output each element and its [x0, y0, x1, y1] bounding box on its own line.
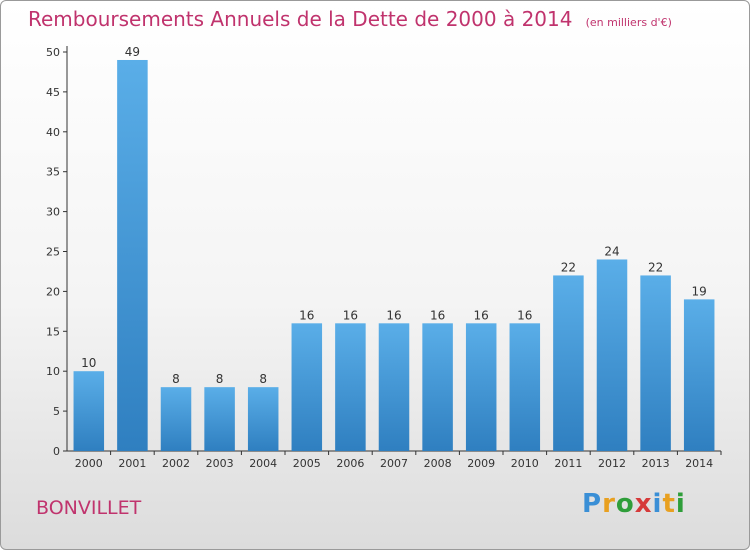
bar-value-label: 16 [343, 308, 358, 322]
bar-value-label: 22 [561, 260, 576, 274]
bar-value-label: 22 [648, 260, 663, 274]
y-tick-label: 35 [46, 166, 60, 179]
chart-unit: (en milliers d'€) [585, 16, 672, 29]
x-tick-label: 2005 [293, 457, 321, 470]
logo-letter: r [602, 489, 616, 519]
bar-value-label: 16 [430, 308, 445, 322]
y-tick-label: 20 [46, 285, 60, 298]
bar-2011 [553, 275, 584, 451]
commune-name: BONVILLET [36, 497, 142, 519]
bar-2002 [160, 387, 192, 451]
bar-2012 [596, 259, 628, 451]
bar-value-label: 49 [125, 45, 140, 59]
y-tick-label: 30 [46, 206, 60, 219]
bar-value-label: 16 [386, 308, 401, 322]
x-tick-label: 2008 [424, 457, 452, 470]
bar-value-label: 16 [299, 308, 314, 322]
x-tick-label: 2001 [118, 457, 146, 470]
bar-2000 [73, 371, 105, 451]
y-tick-label: 10 [46, 365, 60, 378]
x-tick-label: 2004 [249, 457, 277, 470]
logo-letter: x [634, 489, 653, 519]
bar-2006 [335, 323, 366, 451]
bar-2001 [117, 59, 148, 451]
y-tick-label: 25 [46, 246, 60, 259]
title-row: Remboursements Annuels de la Dette de 20… [28, 7, 672, 31]
x-tick-label: 2012 [598, 457, 626, 470]
bar-value-label: 16 [474, 308, 489, 322]
logo-letter: P [582, 489, 603, 519]
bar-value-label: 8 [216, 372, 224, 386]
bar-value-label: 8 [259, 372, 267, 386]
bar-2007 [378, 323, 410, 451]
bar-value-label: 8 [172, 372, 180, 386]
y-tick-label: 15 [46, 325, 60, 338]
x-tick-label: 2014 [685, 457, 713, 470]
logo-letter: i [675, 489, 686, 519]
x-tick-label: 2007 [380, 457, 408, 470]
bar-2004 [247, 387, 279, 451]
x-tick-label: 2013 [642, 457, 670, 470]
bar-value-label: 19 [692, 284, 707, 298]
x-tick-label: 2003 [206, 457, 234, 470]
proxiti-logo: Proxiti [582, 489, 686, 519]
x-tick-label: 2010 [511, 457, 539, 470]
logo-letter: i [652, 489, 663, 519]
y-tick-label: 40 [46, 126, 60, 139]
bar-2003 [204, 387, 235, 451]
bar-2010 [509, 323, 541, 451]
logo-letter: o [615, 489, 635, 519]
x-tick-label: 2000 [75, 457, 103, 470]
x-tick-label: 2011 [554, 457, 582, 470]
bar-2009 [465, 323, 497, 451]
bar-value-label: 24 [604, 244, 619, 258]
y-tick-label: 0 [53, 445, 60, 458]
x-tick-label: 2002 [162, 457, 190, 470]
bar-2014 [683, 299, 715, 451]
bar-2008 [422, 323, 453, 451]
x-tick-label: 2009 [467, 457, 495, 470]
bar-value-label: 10 [81, 356, 96, 370]
x-tick-label: 2006 [336, 457, 364, 470]
y-tick-label: 50 [46, 46, 60, 59]
bar-2005 [291, 323, 323, 451]
bar-value-label: 16 [517, 308, 532, 322]
y-tick-label: 5 [53, 405, 60, 418]
chart-title: Remboursements Annuels de la Dette de 20… [28, 7, 573, 31]
y-tick-label: 45 [46, 86, 60, 99]
logo-letter: t [662, 489, 676, 519]
bar-2013 [640, 275, 671, 451]
